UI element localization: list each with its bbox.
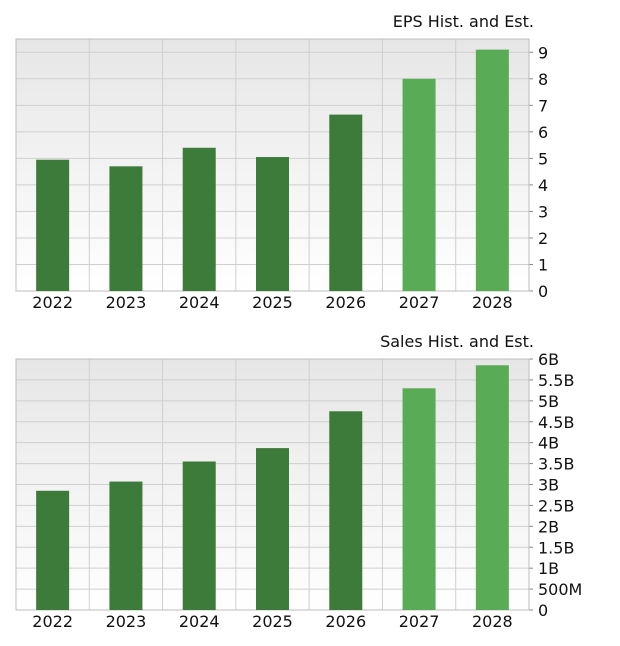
x-tick-label: 2025 [252,612,293,631]
y-tick-label: 500M [538,580,582,599]
y-tick-label: 1B [538,559,559,578]
x-tick-label: 2023 [106,293,147,312]
x-tick-label: 2026 [325,612,366,631]
y-tick-label: 5B [538,392,559,411]
x-tick-label: 2022 [32,612,73,631]
y-tick-label: 6 [538,123,548,142]
bar-2023 [109,481,143,610]
sales-chart: Sales Hist. and Est. 0 500M 1B 1.5B 2B 2.5B 3B… [0,320,620,646]
bar-2027-estimate [402,78,436,291]
x-tick-label: 2026 [325,293,366,312]
y-tick-label: 1.5B [538,538,574,557]
x-tick-label: 2028 [472,293,513,312]
y-tick-label: 4B [538,434,559,453]
chart-title: EPS Hist. and Est. [392,12,534,31]
y-tick-label: 2B [538,517,559,536]
bar-2025 [256,157,289,291]
bar-2026 [329,114,363,291]
eps-chart-svg: 0 1 2 3 4 5 6 7 8 9 2022 2023 2024 2025 2026 2027 2028 [15,38,548,312]
y-tick-label: 2.5B [538,496,574,515]
x-tick-label: 2022 [32,293,73,312]
y-tick-label: 5.5B [538,371,574,390]
bar-2028-estimate [475,365,509,610]
y-tick-label: 6B [538,350,559,369]
x-tick-label: 2027 [399,293,440,312]
x-tick-label: 2024 [179,612,220,631]
eps-chart: EPS Hist. and Est. 0 1 2 3 4 5 6 7 8 9 2022 2023 202… [0,0,620,320]
y-tick-label: 3 [538,202,548,221]
x-tick-label: 2024 [179,293,220,312]
bar-2027-estimate [402,388,436,610]
bar-2025 [256,448,289,610]
bar-2022 [36,490,70,610]
chart-title: Sales Hist. and Est. [380,332,534,351]
bar-2022 [36,159,70,291]
y-tick-label: 4 [538,176,548,195]
y-tick-label: 9 [538,43,548,62]
y-tick-label: 4.5B [538,413,574,432]
y-tick-label: 0 [538,282,548,301]
x-tick-label: 2027 [399,612,440,631]
y-tick-label: 8 [538,70,548,89]
y-tick-label: 2 [538,229,548,248]
bar-2028-estimate [475,49,509,291]
y-tick-label: 1 [538,255,548,274]
y-tick-label: 3B [538,476,559,495]
bar-2024 [182,461,216,610]
y-tick-label: 0 [538,601,548,620]
y-tick-label: 7 [538,96,548,115]
y-tick-label: 3.5B [538,455,574,474]
x-tick-label: 2028 [472,612,513,631]
x-tick-label: 2023 [106,612,147,631]
bar-2023 [109,166,143,291]
x-tick-label: 2025 [252,293,293,312]
bar-2024 [182,147,216,291]
y-tick-label: 5 [538,149,548,168]
bar-2026 [329,411,363,610]
